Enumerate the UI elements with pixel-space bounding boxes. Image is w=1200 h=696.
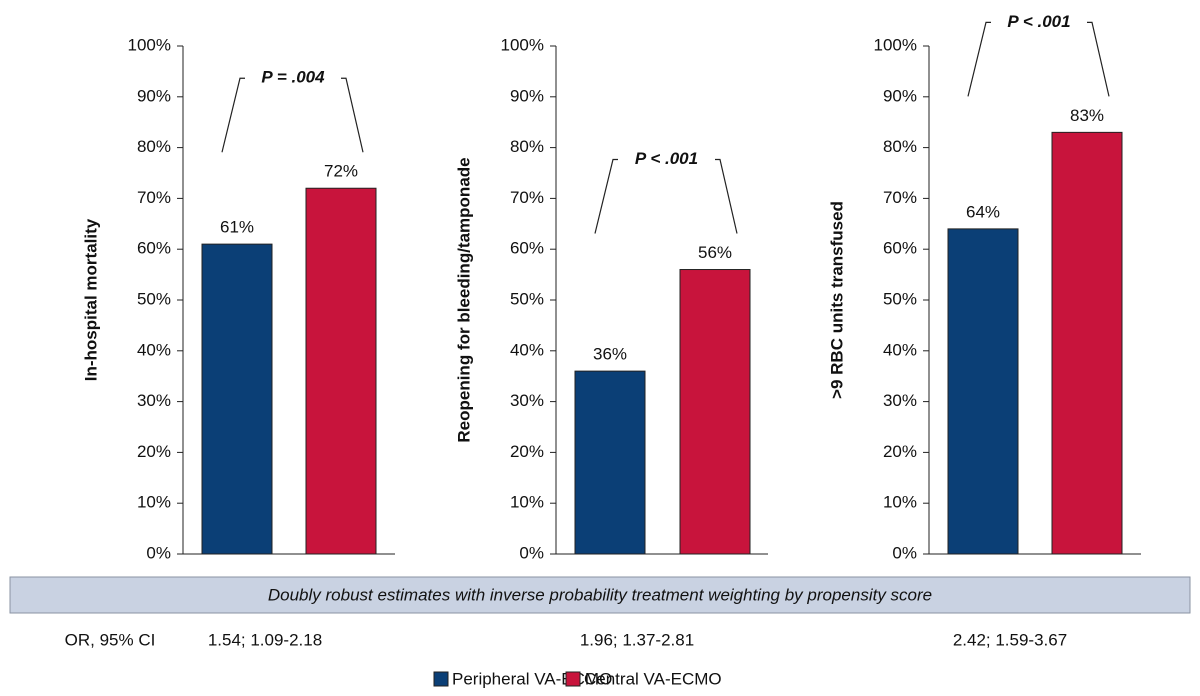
p-value: P < .001 [635, 149, 698, 168]
legend-swatch [565, 671, 581, 687]
value-label: 64% [966, 202, 1000, 221]
y-tick-label: 10% [883, 493, 917, 512]
banner-text: Doubly robust estimates with inverse pro… [268, 585, 932, 604]
y-tick-label: 30% [510, 391, 544, 410]
y-tick-label: 90% [510, 86, 544, 105]
or-label: OR, 95% CI [65, 630, 156, 649]
y-tick-label: 80% [510, 137, 544, 156]
y-tick-label: 100% [128, 35, 171, 54]
or-value: 2.42; 1.59-3.67 [953, 630, 1067, 649]
p-value: P = .004 [261, 68, 325, 87]
y-tick-label: 70% [137, 188, 171, 207]
legend-label: Central VA-ECMO [584, 669, 722, 688]
y-tick-label: 90% [883, 86, 917, 105]
y-tick-label: 30% [137, 391, 171, 410]
bar [1051, 131, 1123, 555]
y-tick-label: 0% [892, 543, 917, 562]
bar [679, 269, 751, 555]
y-tick-label: 50% [137, 289, 171, 308]
y-tick-label: 80% [137, 137, 171, 156]
bar [305, 187, 377, 555]
y-tick-label: 60% [883, 239, 917, 258]
y-tick-label: 0% [519, 543, 544, 562]
bracket [594, 158, 618, 234]
y-tick-label: 60% [137, 239, 171, 258]
value-label: 72% [324, 162, 358, 181]
or-value: 1.96; 1.37-2.81 [580, 630, 694, 649]
y-tick-label: 70% [883, 188, 917, 207]
value-label: 61% [220, 218, 254, 237]
y-tick-label: 20% [883, 442, 917, 461]
value-label: 56% [698, 243, 732, 262]
bar [947, 228, 1019, 555]
y-tick-label: 80% [883, 137, 917, 156]
bracket [715, 158, 738, 234]
y-tick-label: 40% [883, 340, 917, 359]
y-axis-label: In-hospital mortality [81, 218, 100, 381]
or-value: 1.54; 1.09-2.18 [208, 630, 322, 649]
y-tick-label: 50% [510, 289, 544, 308]
y-tick-label: 20% [137, 442, 171, 461]
p-value: P < .001 [1007, 12, 1070, 31]
y-tick-label: 70% [510, 188, 544, 207]
bar [574, 370, 646, 555]
bar [201, 243, 273, 555]
banner-box [9, 576, 1191, 614]
y-tick-label: 40% [510, 340, 544, 359]
bracket [341, 77, 364, 153]
y-tick-label: 50% [883, 289, 917, 308]
y-tick-label: 100% [874, 35, 917, 54]
y-tick-label: 40% [137, 340, 171, 359]
y-axis-label: Reopening for bleeding/tamponade [454, 157, 473, 442]
y-tick-label: 0% [146, 543, 171, 562]
y-tick-label: 10% [137, 493, 171, 512]
y-tick-label: 10% [510, 493, 544, 512]
y-tick-label: 90% [137, 86, 171, 105]
y-axis-label: >9 RBC units transfused [827, 201, 846, 399]
bracket [221, 77, 245, 153]
y-tick-label: 100% [501, 35, 544, 54]
value-label: 83% [1070, 106, 1104, 125]
bracket [1087, 21, 1110, 97]
y-tick-label: 30% [883, 391, 917, 410]
bracket [967, 21, 991, 97]
legend-swatch [433, 671, 449, 687]
y-tick-label: 20% [510, 442, 544, 461]
y-tick-label: 60% [510, 239, 544, 258]
value-label: 36% [593, 345, 627, 364]
